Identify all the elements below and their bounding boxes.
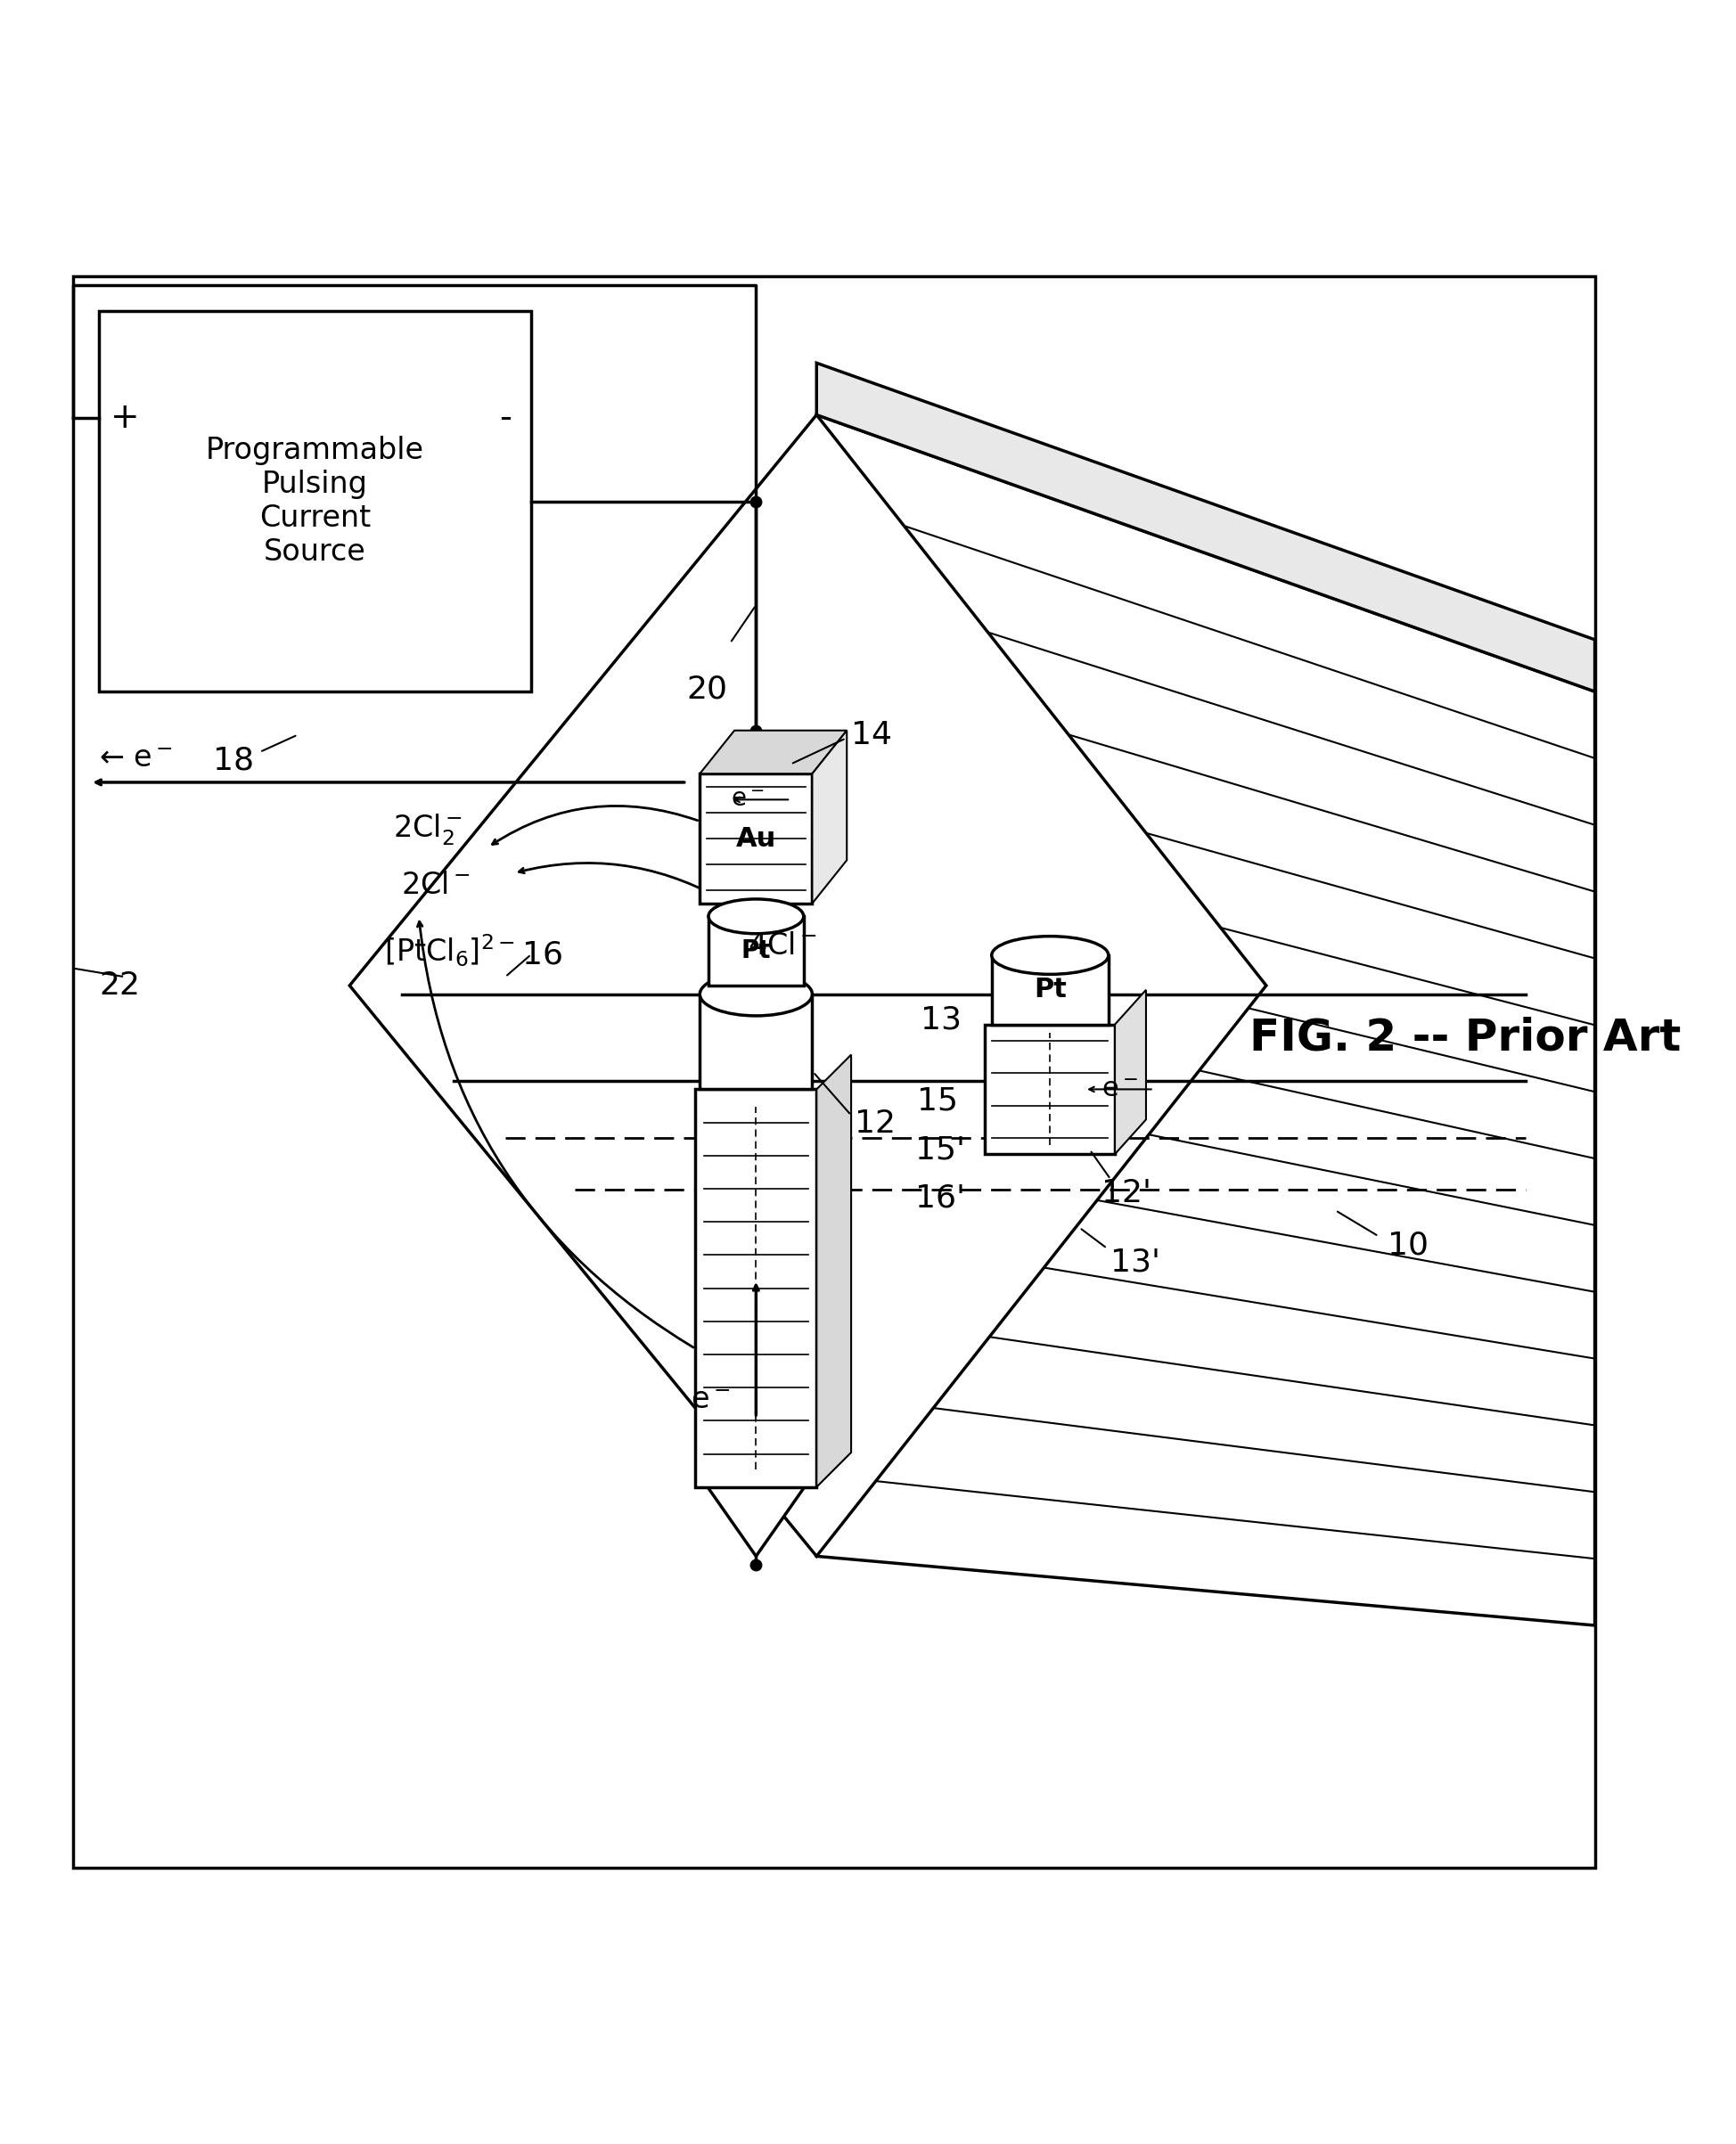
Text: e$^-$: e$^-$	[689, 1385, 729, 1415]
Polygon shape	[700, 731, 847, 774]
Ellipse shape	[991, 937, 1108, 973]
Text: [PtCl$_6$]$^{2-}$: [PtCl$_6$]$^{2-}$	[384, 933, 516, 969]
Text: Au: Au	[736, 825, 776, 851]
Polygon shape	[349, 414, 1266, 1557]
Text: Pt: Pt	[1033, 978, 1066, 1003]
Text: 16': 16'	[915, 1183, 965, 1214]
Polygon shape	[707, 1488, 804, 1557]
Text: Pt: Pt	[741, 939, 771, 963]
Text: 22: 22	[99, 971, 141, 1001]
Text: Programmable
Pulsing
Current
Source: Programmable Pulsing Current Source	[207, 435, 424, 566]
Polygon shape	[1115, 991, 1146, 1153]
Text: FIG. 2 -- Prior Art: FIG. 2 -- Prior Art	[1250, 1016, 1680, 1059]
Bar	[700, 774, 812, 903]
Text: ← e$^-$: ← e$^-$	[99, 744, 174, 774]
Text: e$^-$: e$^-$	[731, 787, 764, 813]
Text: 15': 15'	[915, 1134, 965, 1164]
Text: 13: 13	[920, 1006, 960, 1036]
Text: 2Cl$^-$: 2Cl$^-$	[401, 870, 470, 900]
Bar	[694, 1089, 816, 1488]
Ellipse shape	[708, 898, 804, 933]
Polygon shape	[816, 362, 1594, 693]
Bar	[73, 277, 1594, 1867]
Text: -: -	[498, 401, 510, 435]
Text: 13': 13'	[1109, 1248, 1160, 1278]
Text: 4Cl$^-$: 4Cl$^-$	[746, 930, 816, 961]
Ellipse shape	[700, 973, 812, 1016]
Bar	[700, 995, 812, 1089]
Polygon shape	[816, 414, 1594, 1625]
Text: 10: 10	[1387, 1231, 1427, 1261]
Text: +: +	[109, 401, 139, 435]
Text: 2Cl$_2^-$: 2Cl$_2^-$	[392, 813, 462, 847]
Bar	[991, 956, 1108, 1025]
Text: 20: 20	[686, 673, 727, 705]
Text: 15: 15	[917, 1087, 957, 1117]
Text: e$^-$: e$^-$	[1101, 1076, 1137, 1102]
Text: 12: 12	[854, 1108, 896, 1138]
Text: 16: 16	[523, 939, 562, 969]
Polygon shape	[816, 1055, 851, 1488]
Text: 12': 12'	[1101, 1177, 1151, 1209]
Text: 14: 14	[851, 720, 892, 750]
Polygon shape	[812, 731, 847, 903]
Bar	[99, 311, 531, 693]
Text: 18: 18	[214, 746, 255, 776]
Bar	[984, 1025, 1115, 1153]
Bar	[708, 915, 804, 986]
